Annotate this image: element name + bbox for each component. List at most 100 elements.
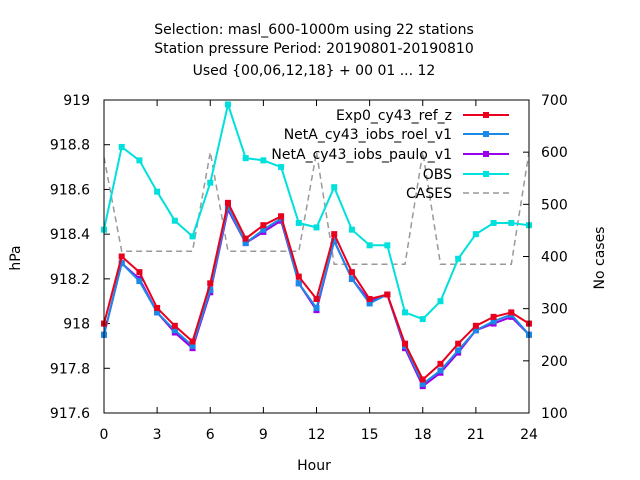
data-point [207,280,214,287]
data-point [331,231,338,238]
data-point [384,291,391,298]
data-point [472,327,479,334]
data-point [490,318,497,325]
y-tick-label: 918.8 [50,138,90,154]
data-point [348,275,355,282]
data-point [118,253,125,260]
data-point [278,164,285,171]
data-point [171,322,178,329]
data-point [366,242,373,249]
data-point [348,226,355,233]
data-point [242,155,249,162]
x-tick-label: 21 [467,427,485,443]
y2-tick-label: 600 [541,145,568,161]
data-point [508,219,515,226]
data-point [331,184,338,191]
data-point [136,269,143,276]
data-point [189,233,196,240]
data-point [437,298,444,305]
data-point [366,300,373,307]
y-tick-label: 918.2 [50,272,90,288]
data-point [455,255,462,262]
data-point [207,287,214,294]
y-tick-label: 918.6 [50,182,90,198]
x-axis-label: Hour [297,458,331,474]
y2-tick-label: 700 [541,93,568,109]
data-point [490,219,497,226]
data-point [455,340,462,347]
data-point [472,322,479,329]
data-point [242,240,249,247]
data-point [154,304,161,311]
data-point [437,367,444,374]
data-point [490,313,497,320]
legend-label: OBS [423,167,452,183]
data-point [260,226,267,233]
y-tick-label: 918 [63,317,90,333]
data-point [260,157,267,164]
y2-tick-label: 400 [541,250,568,266]
data-point [366,295,373,302]
data-point [295,280,302,287]
x-tick-label: 24 [520,427,538,443]
x-tick-label: 0 [100,427,109,443]
data-point [313,295,320,302]
data-point [154,188,161,195]
data-point [402,340,409,347]
data-point [171,327,178,334]
chart-title: Selection: masl_600-1000m using 22 stati… [154,22,474,79]
data-point [189,342,196,349]
data-point [207,179,214,186]
x-tick-label: 6 [206,427,215,443]
x-tick-label: 15 [361,427,379,443]
data-point [118,143,125,150]
title-line-2: Station pressure Period: 20190801-201908… [154,41,474,57]
legend-label: CASES [406,186,452,202]
data-point [260,222,267,229]
x-tick-label: 9 [259,427,268,443]
y-tick-label: 917.8 [50,361,90,377]
x-tick-label: 3 [153,427,162,443]
data-point [136,157,143,164]
data-point [472,231,479,238]
legend-swatch-marker [483,131,489,137]
legend-swatch-marker [483,171,489,177]
plot-frame [103,99,530,414]
data-point [384,242,391,249]
data-point [224,199,231,206]
data-point [419,316,426,323]
title-line-1: Selection: masl_600-1000m using 22 stati… [154,22,474,38]
data-point [278,213,285,220]
y-tick-label: 917.6 [50,406,90,422]
data-point [313,224,320,231]
y-axis-label: hPa [8,245,24,270]
data-point [508,309,515,316]
data-point [136,278,143,285]
y2-axis-label: No cases [592,227,608,290]
data-point [402,309,409,316]
y2-tick-label: 500 [541,197,568,213]
y2-tick-label: 100 [541,406,568,422]
legend: Exp0_cy43_ref_z NetA_cy43_iobs_roel_v1 Net… [271,108,509,202]
legend-label: NetA_cy43_iobs_roel_v1 [284,127,452,143]
data-point [242,235,249,242]
data-point [171,217,178,224]
data-point [154,309,161,316]
data-point [419,376,426,383]
y2-tick-label: 200 [541,354,568,370]
data-point [331,237,338,244]
data-point [437,360,444,367]
data-point [419,380,426,387]
data-point [455,347,462,354]
data-point [295,219,302,226]
data-point [118,260,125,267]
data-point [313,304,320,311]
legend-swatch-marker [483,112,489,118]
y-tick-label: 919 [63,93,90,109]
title-line-3: Used {00,06,12,18} + 00 01 ... 12 [193,63,436,79]
x-tick-label: 12 [308,427,326,443]
axis-tick-labels: 0 3 6 9 12 15 18 21 24 917.6 917.8 918 918.2 918.4 918… [50,93,568,443]
data-point [348,269,355,276]
data-point [295,273,302,280]
